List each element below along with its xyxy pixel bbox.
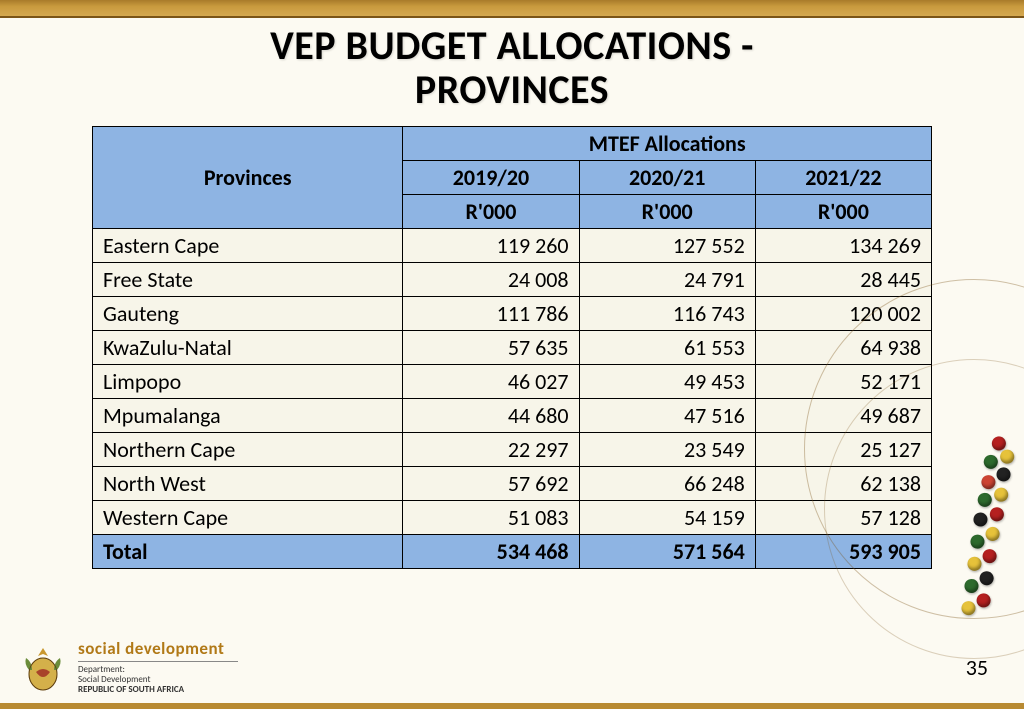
cell-value: 22 297 <box>403 433 579 467</box>
header-year-1: 2019/20 <box>403 161 579 195</box>
table-row: Free State24 00824 79128 445 <box>93 263 932 297</box>
cell-value: 61 553 <box>579 331 755 365</box>
header-unit-3: R'000 <box>755 195 931 229</box>
cell-province: North West <box>93 467 403 501</box>
budget-table: Provinces MTEF Allocations 2019/20 2020/… <box>92 126 932 569</box>
footer-divider <box>78 661 238 662</box>
table-row: Gauteng111 786116 743120 002 <box>93 297 932 331</box>
title-line-2: PROVINCES <box>415 65 609 114</box>
table-header: Provinces MTEF Allocations 2019/20 2020/… <box>93 127 932 229</box>
bead <box>972 511 990 529</box>
table-row: KwaZulu-Natal57 63561 55364 938 <box>93 331 932 365</box>
cell-total-value: 571 564 <box>579 535 755 569</box>
footer-brand: social development <box>78 640 238 659</box>
cell-value: 23 549 <box>579 433 755 467</box>
cell-province: KwaZulu-Natal <box>93 331 403 365</box>
table-row: Western Cape51 08354 15957 128 <box>93 501 932 535</box>
bead <box>969 533 987 551</box>
cell-province: Gauteng <box>93 297 403 331</box>
cell-province: Eastern Cape <box>93 229 403 263</box>
budget-table-container: Provinces MTEF Allocations 2019/20 2020/… <box>92 126 932 569</box>
header-unit-1: R'000 <box>403 195 579 229</box>
bottom-accent-stripe <box>0 703 1024 709</box>
cell-value: 54 159 <box>579 501 755 535</box>
bead <box>966 555 984 573</box>
cell-value: 24 791 <box>579 263 755 297</box>
bead <box>982 453 1000 471</box>
footer-dept-line3: REPUBLIC OF SOUTH AFRICA <box>78 685 238 695</box>
header-year-2: 2020/21 <box>579 161 755 195</box>
cell-province: Limpopo <box>93 365 403 399</box>
table-body: Eastern Cape119 260127 552134 269Free St… <box>93 229 932 569</box>
slide-title: VEP BUDGET ALLOCATIONS - PROVINCES <box>0 24 1024 112</box>
bead <box>963 577 981 595</box>
bead <box>998 448 1016 466</box>
title-line-1: VEP BUDGET ALLOCATIONS - <box>270 21 754 70</box>
cell-value: 28 445 <box>755 263 931 297</box>
header-mtef: MTEF Allocations <box>403 127 932 161</box>
bead <box>995 466 1013 484</box>
cell-value: 116 743 <box>579 297 755 331</box>
footer-text-block: social development Department: Social De… <box>78 640 238 695</box>
top-accent-bar <box>0 0 1024 18</box>
cell-province: Western Cape <box>93 501 403 535</box>
cell-value: 127 552 <box>579 229 755 263</box>
cell-province: Mpumalanga <box>93 399 403 433</box>
bead <box>978 569 996 587</box>
cell-value: 24 008 <box>403 263 579 297</box>
cell-value: 46 027 <box>403 365 579 399</box>
cell-value: 119 260 <box>403 229 579 263</box>
header-provinces: Provinces <box>93 127 403 229</box>
header-unit-2: R'000 <box>579 195 755 229</box>
bead <box>988 505 1006 523</box>
footer: social development Department: Social De… <box>18 640 238 695</box>
cell-value: 57 692 <box>403 467 579 501</box>
bead <box>980 473 998 491</box>
table-row: Eastern Cape119 260127 552134 269 <box>93 229 932 263</box>
table-row: Limpopo46 02749 45352 171 <box>93 365 932 399</box>
cell-value: 47 516 <box>579 399 755 433</box>
table-row-total: Total534 468571 564593 905 <box>93 535 932 569</box>
cell-value: 51 083 <box>403 501 579 535</box>
cell-value: 44 680 <box>403 399 579 433</box>
cell-province: Free State <box>93 263 403 297</box>
bead <box>981 547 999 565</box>
cell-value: 111 786 <box>403 297 579 331</box>
bead <box>976 491 994 509</box>
cell-value: 49 453 <box>579 365 755 399</box>
cell-value: 57 635 <box>403 331 579 365</box>
cell-total-label: Total <box>93 535 403 569</box>
bead <box>992 486 1010 504</box>
bead <box>960 599 978 617</box>
page-number: 35 <box>966 654 988 681</box>
cell-value: 66 248 <box>579 467 755 501</box>
cell-total-value: 534 468 <box>403 535 579 569</box>
coat-of-arms-icon <box>18 642 68 692</box>
bead <box>975 592 993 610</box>
header-year-3: 2021/22 <box>755 161 931 195</box>
bead <box>984 525 1002 543</box>
cell-value: 134 269 <box>755 229 931 263</box>
cell-province: Northern Cape <box>93 433 403 467</box>
